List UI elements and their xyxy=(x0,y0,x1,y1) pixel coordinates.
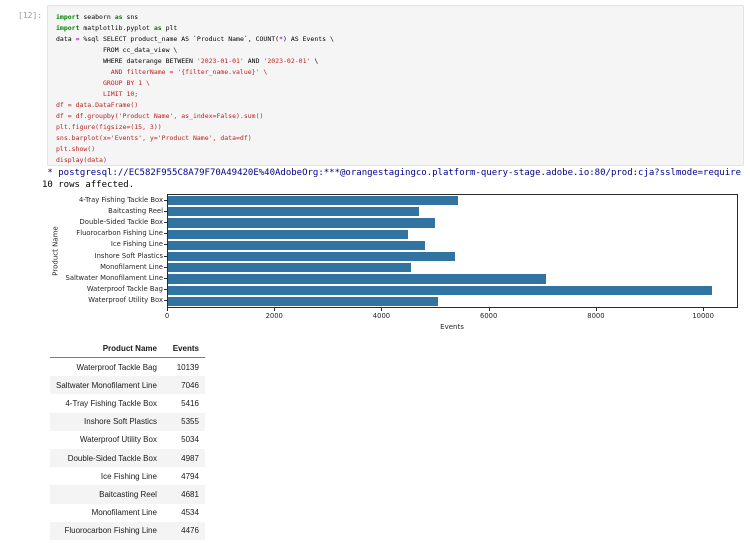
product-name-cell: Baitcasting Reel xyxy=(99,489,157,499)
y-tick-label: Saltwater Monofilament Line xyxy=(65,274,163,282)
code-line: import matplotlib.pyplot as plt xyxy=(56,24,178,32)
events-cell: 5355 xyxy=(181,417,199,427)
events-cell: 4534 xyxy=(181,508,199,518)
product-name-cell: Double-Sided Tackle Box xyxy=(67,453,157,463)
x-tick-mark xyxy=(703,308,705,311)
table-row: Ice Fishing Line 4794 xyxy=(50,467,205,485)
x-tick-label: 4000 xyxy=(372,312,391,320)
product-name-cell: 4-Tray Fishing Tackle Box xyxy=(65,398,157,408)
events-cell: 4987 xyxy=(181,453,199,463)
y-tick-label: Fluorocarbon Fishing Line xyxy=(76,229,163,238)
table-row: Waterproof Tackle Bag 10139 xyxy=(50,358,205,377)
plot-area xyxy=(167,194,738,308)
bar xyxy=(168,207,419,217)
code-line: display(data) xyxy=(56,156,107,164)
code-line: data = %sql SELECT product_name AS `Prod… xyxy=(56,35,334,43)
rows-affected-text: 10 rows affected. xyxy=(42,180,135,190)
y-tick-mark xyxy=(164,210,167,212)
y-tick-mark xyxy=(164,278,167,279)
bar xyxy=(168,285,712,295)
y-tick-label: Double-Sided Tackle Box xyxy=(79,218,163,226)
events-cell: 7046 xyxy=(181,380,199,390)
code-cell[interactable]: import seaborn as sns import matplotlib.p… xyxy=(47,5,744,166)
execution-count: [12]: xyxy=(18,11,43,20)
events-cell: 5416 xyxy=(181,398,199,408)
table-row: Inshore Soft Plastics 5355 xyxy=(50,412,205,431)
x-tick-label: 0 xyxy=(164,312,170,320)
y-tick-mark xyxy=(164,255,167,257)
table-row: 4-Tray Fishing Tackle Box 5416 xyxy=(50,394,205,412)
product-name-cell: Waterproof Utility Box xyxy=(79,435,157,445)
x-tick-mark xyxy=(488,308,490,311)
y-tick-label: Inshore Soft Plastics xyxy=(94,251,163,260)
y-tick-label: Monofilament Line xyxy=(100,262,163,271)
results-table: Product Name Events Waterproof Tackle Ba… xyxy=(50,341,205,540)
table-row: Fluorocarbon Fishing Line 4476 xyxy=(50,521,205,540)
y-tick-label: 4-Tray Fishing Tackle Box xyxy=(78,195,163,204)
table-row: Double-Sided Tackle Box 4987 xyxy=(50,448,205,468)
code-line: sns.barplot(x='Events', y='Product Name'… xyxy=(56,134,252,142)
code-line: AND filterName = '{filter_name.value}' \ xyxy=(56,68,268,76)
events-cell: 4476 xyxy=(181,526,199,536)
table-row: Waterproof Utility Box 5034 xyxy=(50,431,205,449)
code-line: GROUP BY 1 \ xyxy=(102,79,150,87)
bar xyxy=(168,240,426,250)
table-row: Baitcasting Reel 4681 xyxy=(50,485,205,504)
events-cell: 4681 xyxy=(181,489,199,499)
x-tick-label: 8000 xyxy=(587,312,605,320)
events-cell: 10139 xyxy=(176,362,199,372)
product-name-cell: Saltwater Monofilament Line xyxy=(56,380,157,390)
x-tick-label: 2000 xyxy=(265,312,283,320)
column-header-events: Events xyxy=(162,341,205,358)
code-line: plt.show() xyxy=(56,145,96,153)
code-line: plt.figure(figsize=(15, 3)) xyxy=(56,123,162,131)
y-tick-mark xyxy=(164,199,167,201)
x-tick-mark xyxy=(381,308,383,311)
bar xyxy=(168,229,408,239)
code-line: import seaborn as sns xyxy=(56,13,139,21)
product-name-cell: Monofilament Line xyxy=(91,508,157,518)
x-tick-label: 10000 xyxy=(692,312,714,320)
events-cell: 5034 xyxy=(181,435,199,445)
y-tick-mark xyxy=(164,222,167,223)
code-line: FROM cc_data_view \ xyxy=(56,46,178,54)
table-row: Monofilament Line 4534 xyxy=(50,504,205,522)
bar xyxy=(168,296,438,306)
bar xyxy=(168,274,546,284)
column-header-product-name: Product Name xyxy=(50,341,163,358)
x-tick-mark xyxy=(167,308,168,311)
x-axis-label: Events xyxy=(440,323,464,331)
x-tick-mark xyxy=(274,308,276,311)
y-tick-label: Waterproof Utility Box xyxy=(88,296,163,305)
x-tick-mark xyxy=(595,308,597,311)
y-tick-label: Baitcasting Reel xyxy=(108,206,163,215)
y-tick-mark xyxy=(164,266,167,268)
bar-chart-figure: Product Name Events 4-Tray Fishing Tackl… xyxy=(0,188,750,340)
product-name-cell: Fluorocarbon Fishing Line xyxy=(64,526,157,536)
bar xyxy=(168,196,459,206)
y-tick-label: Waterproof Tackle Bag xyxy=(86,285,163,294)
y-tick-mark xyxy=(164,233,167,235)
code-line: df = data.DataFrame() xyxy=(56,101,139,109)
product-name-cell: Ice Fishing Line xyxy=(100,471,157,481)
product-name-cell: Inshore Soft Plastics xyxy=(84,417,157,427)
events-cell: 4794 xyxy=(181,471,199,481)
x-tick-label: 6000 xyxy=(480,312,498,320)
bar xyxy=(168,218,436,228)
bar xyxy=(168,263,412,273)
y-tick-mark xyxy=(164,300,167,302)
code-editor[interactable]: import seaborn as sns import matplotlib.p… xyxy=(56,12,735,165)
code-line: LIMIT 10; xyxy=(102,90,139,98)
bar xyxy=(168,252,456,262)
y-tick-mark xyxy=(164,244,167,246)
table-header-row: Product Name Events xyxy=(50,341,205,358)
y-tick-mark xyxy=(164,289,167,291)
code-line: df = df.groupby('Product Name', as_index… xyxy=(56,112,264,120)
y-tick-label: Ice Fishing Line xyxy=(110,240,163,249)
sql-connection-string: * postgresql://EC582F955C8A79F70A49420E%… xyxy=(42,168,741,178)
code-line: WHERE daterange BETWEEN '2023-01-01' AND… xyxy=(56,57,319,65)
product-name-cell: Waterproof Tackle Bag xyxy=(76,362,157,372)
table-row: Saltwater Monofilament Line 7046 xyxy=(50,376,205,395)
